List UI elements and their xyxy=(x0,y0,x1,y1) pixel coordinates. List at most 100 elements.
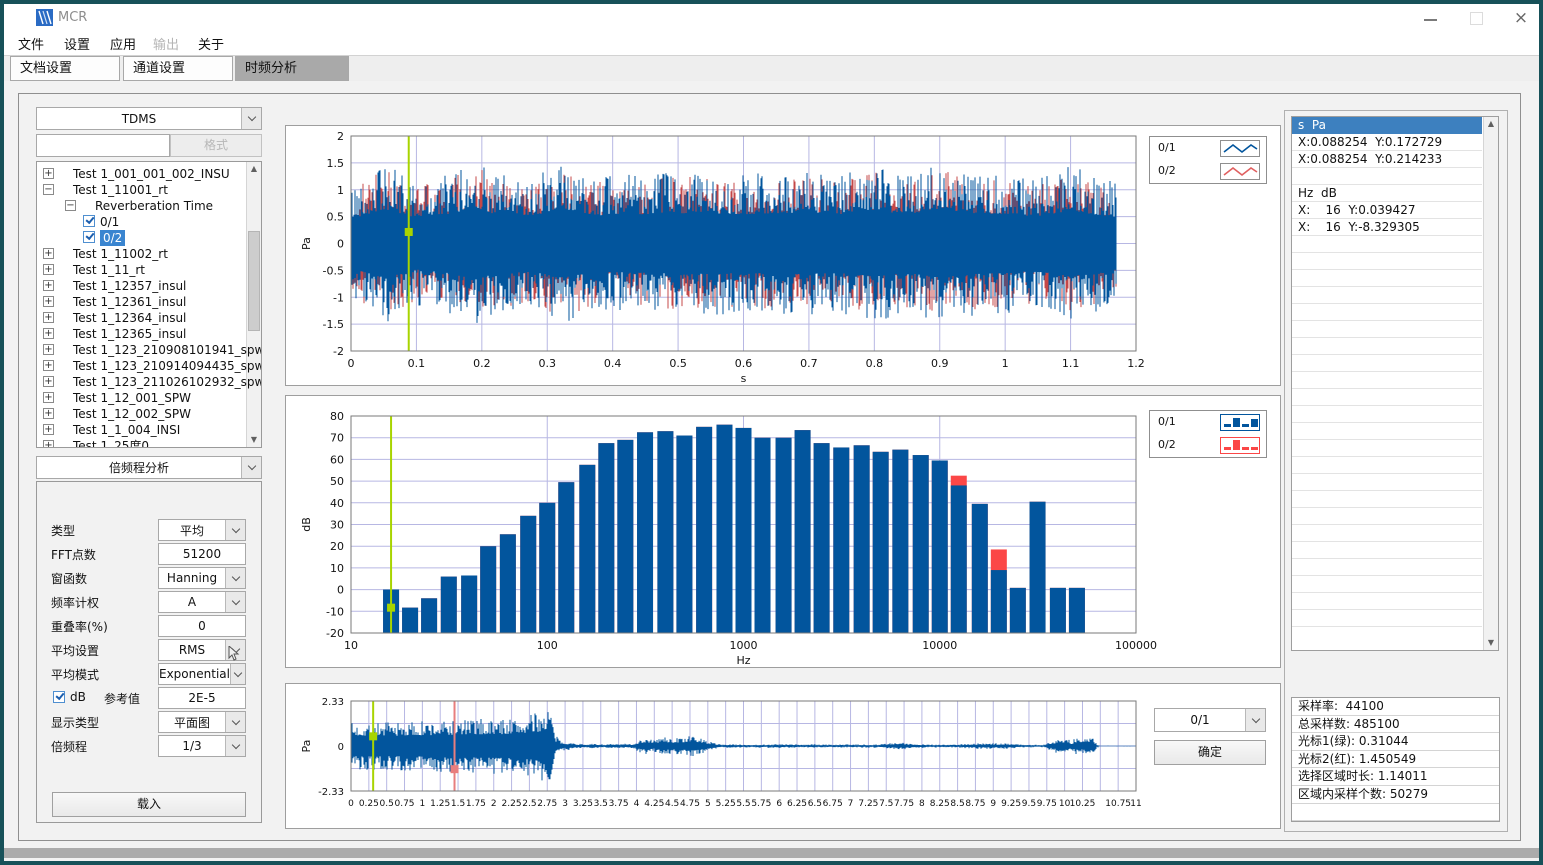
expand-plus-icon[interactable]: + xyxy=(43,168,54,179)
tree-item[interactable]: + Test 1_12_001_SPW xyxy=(37,390,261,406)
expand-plus-icon[interactable]: + xyxy=(43,312,54,323)
readout-row[interactable] xyxy=(1292,389,1482,406)
tree-item[interactable]: + Test 1_11_rt xyxy=(37,262,261,278)
tree-item[interactable]: + Test 1_12361_insul xyxy=(37,294,261,310)
readout-row[interactable] xyxy=(1292,525,1482,542)
menu-item-2[interactable]: 设置 xyxy=(64,34,90,53)
form-select[interactable]: Exponential xyxy=(158,663,246,685)
expand-plus-icon[interactable]: + xyxy=(43,440,54,448)
readout-row[interactable] xyxy=(1292,593,1482,610)
tree-item-label[interactable]: Test 1_11001_rt xyxy=(73,182,168,198)
expand-plus-icon[interactable]: + xyxy=(43,376,54,387)
tree-item-label[interactable]: Test 1_25度0 xyxy=(73,438,149,448)
tree-item-checkbox[interactable] xyxy=(83,231,95,243)
readout-row[interactable]: X: 16 Y:-8.329305 xyxy=(1292,219,1482,236)
chevron-down-icon[interactable] xyxy=(225,568,245,588)
tree-item-label[interactable]: Test 1_12357_insul xyxy=(73,278,186,294)
menu-item-4[interactable]: 输出 xyxy=(153,34,179,53)
expand-plus-icon[interactable]: + xyxy=(43,248,54,259)
legend-row[interactable]: 0/1 xyxy=(1150,411,1266,434)
readout-row[interactable] xyxy=(1292,304,1482,321)
readout-row[interactable] xyxy=(1292,576,1482,593)
legend-row[interactable]: 0/2 xyxy=(1150,434,1266,457)
collapse-minus-icon[interactable]: − xyxy=(43,184,54,195)
tree-item-label[interactable]: Test 1_1_004_INSI xyxy=(73,422,180,438)
chevron-down-icon[interactable] xyxy=(225,736,245,756)
readout-scrollbar[interactable]: ▲ ▼ xyxy=(1483,117,1498,650)
readout-row[interactable] xyxy=(1292,610,1482,627)
expand-plus-icon[interactable]: + xyxy=(43,344,54,355)
tree-item[interactable]: − Test 1_11001_rt xyxy=(37,182,261,198)
readout-row[interactable]: X:0.088254 Y:0.172729 xyxy=(1292,134,1482,151)
tree-item-label[interactable]: 0/1 xyxy=(100,214,119,230)
readout-row[interactable] xyxy=(1292,168,1482,185)
tree-item[interactable]: + Test 1_12364_insul xyxy=(37,310,261,326)
chevron-down-icon[interactable] xyxy=(230,664,245,684)
tree-item-label[interactable]: Test 1_12361_insul xyxy=(73,294,186,310)
tree-item-label[interactable]: Test 1_123_210914094435_spw xyxy=(73,358,262,374)
expand-plus-icon[interactable]: + xyxy=(43,360,54,371)
form-select[interactable]: 平面图 xyxy=(158,711,246,733)
minimize-icon[interactable] xyxy=(1424,19,1437,21)
reference-value-input[interactable]: 2E-5 xyxy=(158,687,246,709)
file-format-select[interactable]: TDMS xyxy=(36,107,262,130)
tree-item-label[interactable]: Test 1_11_rt xyxy=(73,262,145,278)
tab-2[interactable]: 通道设置 xyxy=(123,56,233,81)
tree-item[interactable]: + Test 1_12357_insul xyxy=(37,278,261,294)
legend-row[interactable]: 0/2 xyxy=(1150,160,1266,183)
form-select[interactable]: Hanning xyxy=(158,567,246,589)
tree-item-label[interactable]: Test 1_12364_insul xyxy=(73,310,186,326)
expand-plus-icon[interactable]: + xyxy=(43,408,54,419)
tree-item[interactable]: + Test 1_12_002_SPW xyxy=(37,406,261,422)
form-select[interactable]: A xyxy=(158,591,246,613)
format-button[interactable]: 格式 xyxy=(170,134,262,157)
filter-input[interactable] xyxy=(36,134,170,157)
tree-item-label[interactable]: Test 1_001_001_002_INSU xyxy=(73,166,230,182)
close-icon[interactable]: × xyxy=(1509,6,1533,30)
form-select[interactable]: 平均 xyxy=(158,519,246,541)
tree-item-label[interactable]: Test 1_123_210908101941_spw xyxy=(73,342,262,358)
tab-3[interactable]: 时频分析 xyxy=(235,56,349,81)
readout-row[interactable] xyxy=(1292,491,1482,508)
chevron-down-icon[interactable] xyxy=(241,457,261,478)
tree-item[interactable]: + Test 1_12365_insul xyxy=(37,326,261,342)
tree-item[interactable]: + Test 1_1_004_INSI xyxy=(37,422,261,438)
readout-row[interactable] xyxy=(1292,236,1482,253)
tree-item-checkbox[interactable] xyxy=(83,215,95,227)
readout-row[interactable] xyxy=(1292,270,1482,287)
chevron-down-icon[interactable] xyxy=(225,712,245,732)
tree-item[interactable]: + Test 1_123_210908101941_spw xyxy=(37,342,261,358)
tree-item[interactable]: +Test 1_123_211026102932_spw xyxy=(37,374,261,390)
expand-plus-icon[interactable]: + xyxy=(43,280,54,291)
tree-item-label[interactable]: Test 1_12365_insul xyxy=(73,326,186,342)
tree-item-label[interactable]: 0/2 xyxy=(100,230,125,246)
readout-row[interactable] xyxy=(1292,287,1482,304)
readout-row[interactable] xyxy=(1292,474,1482,491)
chevron-down-icon[interactable] xyxy=(225,520,245,540)
readout-row[interactable] xyxy=(1292,321,1482,338)
tree-item-label[interactable]: Test 1_12_001_SPW xyxy=(73,390,191,406)
chevron-down-icon[interactable] xyxy=(225,592,245,612)
expand-plus-icon[interactable]: + xyxy=(43,424,54,435)
expand-plus-icon[interactable]: + xyxy=(43,328,54,339)
readout-row[interactable] xyxy=(1292,372,1482,389)
expand-plus-icon[interactable]: + xyxy=(43,392,54,403)
scroll-up-icon[interactable]: ▲ xyxy=(1484,117,1498,131)
channel-select[interactable]: 0/1 xyxy=(1154,708,1266,732)
tree-item[interactable]: + Test 1_123_210914094435_spw xyxy=(37,358,261,374)
load-button[interactable]: 载入 xyxy=(52,792,246,817)
form-input[interactable]: 0 xyxy=(158,615,246,637)
readout-row[interactable]: Hz dB xyxy=(1292,185,1482,202)
collapse-minus-icon[interactable]: − xyxy=(65,200,76,211)
tree-item[interactable]: + Test 1_001_001_002_INSU xyxy=(37,166,261,182)
chevron-down-icon[interactable] xyxy=(241,108,261,129)
tree-item-label[interactable]: Test 1_12_002_SPW xyxy=(73,406,191,422)
readout-row[interactable] xyxy=(1292,406,1482,423)
chevron-down-icon[interactable] xyxy=(1245,709,1265,731)
expand-plus-icon[interactable]: + xyxy=(43,264,54,275)
readout-row[interactable] xyxy=(1292,542,1482,559)
expand-plus-icon[interactable]: + xyxy=(43,296,54,307)
tree-item[interactable]: + Test 1_25度0 xyxy=(37,438,261,448)
form-select[interactable]: 1/3 xyxy=(158,735,246,757)
menu-item-3[interactable]: 应用 xyxy=(110,34,136,53)
